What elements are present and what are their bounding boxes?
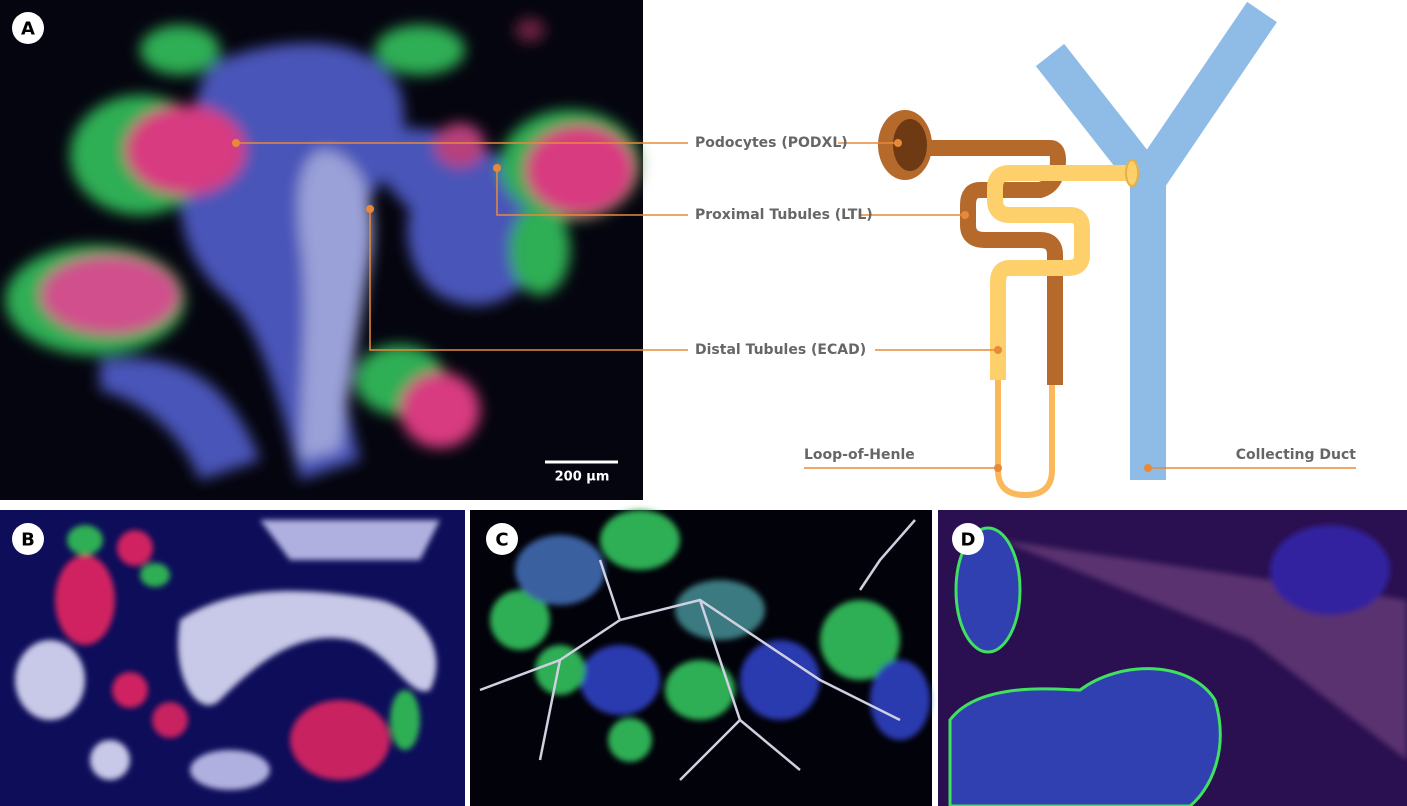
panel-label: C (495, 530, 508, 551)
annotation-label: Loop-of-Henle (804, 447, 915, 463)
scale-bar-label: 200 µm (555, 470, 610, 485)
annotation-label: Collecting Duct (1236, 447, 1357, 463)
annotation-lines (232, 139, 1356, 472)
panel-label: A (21, 19, 35, 40)
panel-labels (12, 12, 984, 555)
annotation-label: Podocytes (PODXL) (695, 135, 848, 151)
nephron-diagram (878, 1, 1277, 499)
annotation-label: Proximal Tubules (LTL) (695, 207, 873, 223)
panel-d-image (938, 510, 1407, 806)
panel-label: B (21, 530, 35, 551)
panel-label: D (961, 530, 976, 551)
panel-c-image (470, 510, 932, 806)
panel-a-image (0, 0, 643, 500)
panel-b-image (0, 510, 465, 806)
annotation-label: Distal Tubules (ECAD) (695, 342, 866, 358)
